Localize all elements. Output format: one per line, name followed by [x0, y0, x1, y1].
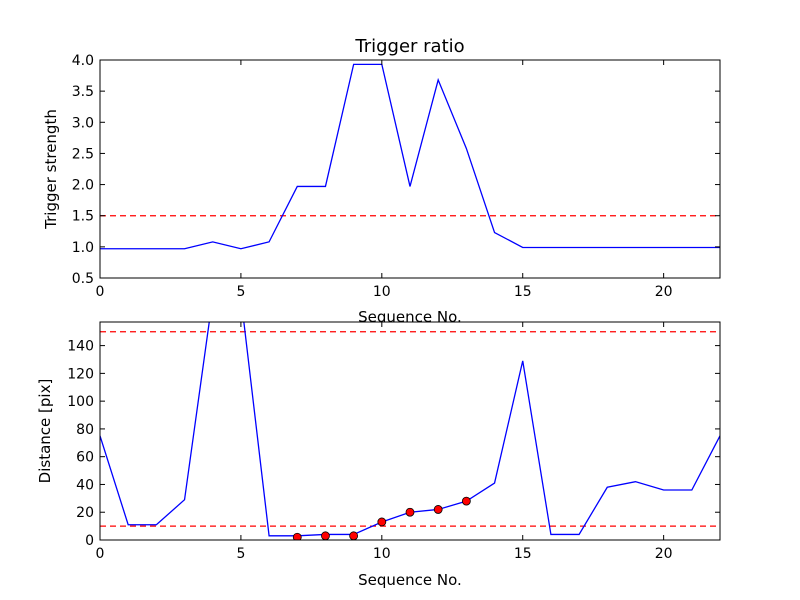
y-tick-label: 40 — [76, 477, 94, 493]
data-point-marker — [405, 507, 415, 517]
data-point-marker — [461, 496, 471, 506]
y-axis-label: Trigger strength — [42, 109, 60, 230]
chart-title: Trigger ratio — [354, 36, 464, 57]
plot-area — [100, 60, 720, 278]
data-point-marker — [321, 531, 330, 540]
y-tick-label: 2.0 — [72, 178, 94, 194]
x-tick-label: 20 — [655, 546, 673, 562]
plot-content — [100, 322, 720, 540]
y-axis-label: Distance [pix] — [36, 379, 54, 484]
y-tick-label: 20 — [76, 505, 94, 521]
x-tick-label: 0 — [96, 546, 105, 562]
y-tick-label: 1.0 — [72, 240, 94, 256]
x-tick-label: 20 — [655, 284, 673, 300]
y-tick-label: 0.5 — [72, 271, 94, 287]
x-tick-label: 5 — [236, 546, 245, 562]
y-tick-label: 1.5 — [72, 209, 94, 225]
y-tick-label: 3.0 — [72, 115, 94, 131]
x-tick-label: 0 — [96, 284, 105, 300]
y-tick-label: 140 — [67, 339, 94, 355]
x-axis-label: Sequence No. — [358, 571, 462, 589]
axes-frame — [99, 321, 721, 541]
trigger-ratio-panel: 0 5 10 15 200.51.01.52.02.53.03.54.0Sequence… — [42, 36, 721, 326]
distance-panel: 0 5 10 15 20 0 20 40 60 80 100 120 140 Sequence No. Di… — [36, 321, 721, 589]
data-point-marker — [292, 532, 302, 540]
data-point-marker — [377, 517, 387, 527]
x-tick-label: 15 — [514, 284, 532, 300]
y-tick-label: 0 — [85, 533, 94, 549]
data-point-marker — [349, 531, 359, 540]
y-tick-label: 4.0 — [72, 53, 94, 69]
plot-content — [100, 63, 720, 250]
data-point-marker — [433, 505, 443, 514]
series-line — [100, 63, 720, 250]
y-tick-label: 80 — [76, 422, 94, 438]
y-tick-label: 120 — [67, 366, 94, 382]
y-tick-label: 100 — [67, 394, 94, 410]
x-tick-label: 15 — [514, 546, 532, 562]
x-tick-label: 10 — [373, 546, 391, 562]
y-tick-label: 3.5 — [72, 84, 94, 100]
y-tick-label: 60 — [76, 450, 94, 466]
y-tick-label: 2.5 — [72, 146, 94, 162]
axes-frame — [99, 59, 721, 279]
x-tick-label: 5 — [236, 284, 245, 300]
plot-area — [100, 322, 720, 540]
x-tick-label: 10 — [373, 284, 391, 300]
